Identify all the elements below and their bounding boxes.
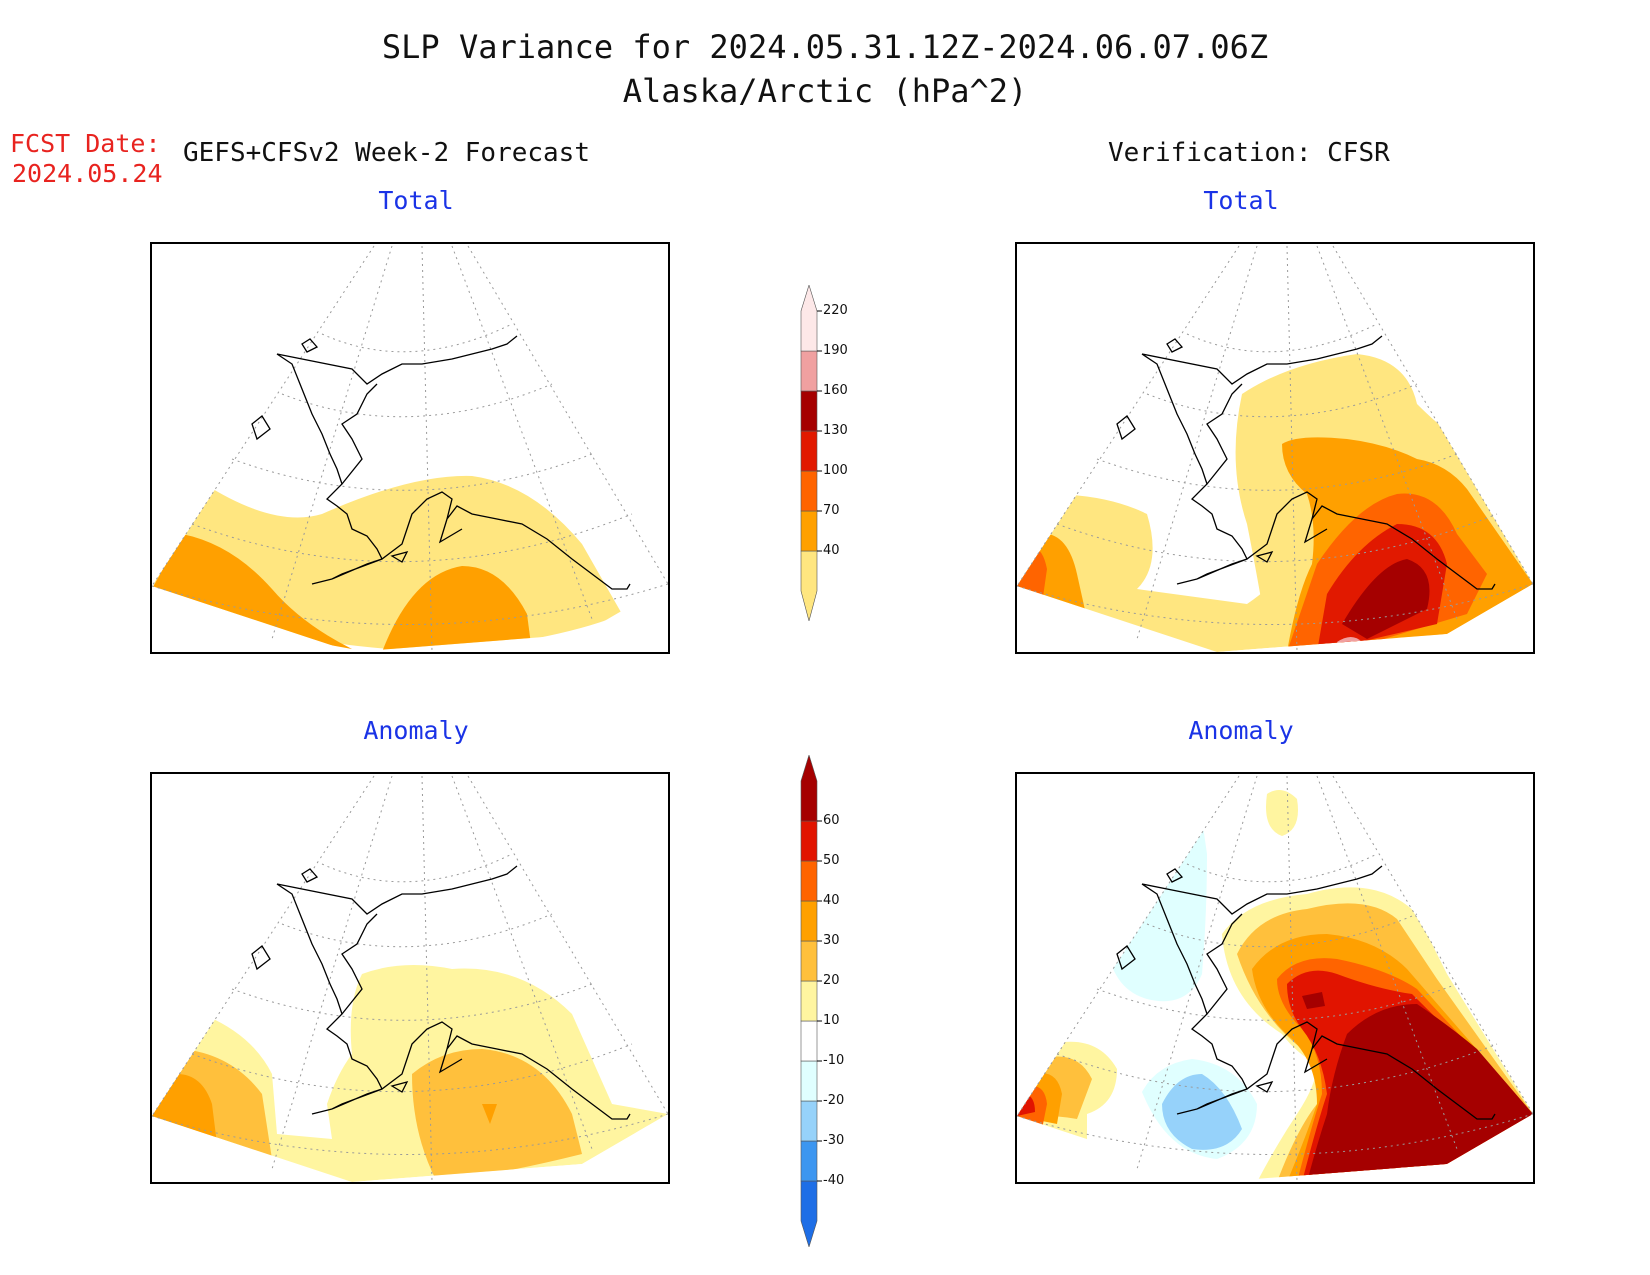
coastline	[1116, 865, 1496, 1120]
fcst-date-label: FCST Date:	[10, 129, 161, 158]
contour-160-190	[1342, 559, 1430, 639]
verification-total-map	[1015, 242, 1535, 654]
colorbar-swatch	[800, 860, 818, 902]
colorbar-level-label: 40	[823, 543, 840, 558]
colorbar-level-label: -20	[823, 1093, 845, 1108]
contour-30-40	[152, 1074, 217, 1144]
colorbar-swatch	[800, 1100, 818, 1142]
colorbar-swatch	[800, 940, 818, 982]
forecast-total-map	[150, 242, 670, 654]
contour-100-130	[1017, 548, 1047, 604]
colorbar-swatch	[800, 1060, 818, 1102]
forecast-total-title: Total	[378, 186, 454, 215]
colorbar-level-label: 220	[823, 303, 848, 318]
contour-50-60	[1017, 1094, 1035, 1116]
colorbar-swatch	[800, 900, 818, 942]
graticule	[152, 775, 668, 1182]
coastline	[1116, 335, 1496, 590]
contour-10-20	[1266, 790, 1298, 836]
coastline	[251, 865, 631, 1120]
colorbar-swatches	[800, 755, 822, 1247]
contour-70-100	[382, 566, 532, 652]
colorbar-swatch	[800, 755, 818, 822]
colorbar-level-label: 10	[823, 1013, 840, 1028]
colorbar-level-label: 20	[823, 973, 840, 988]
colorbar-level-label: -30	[823, 1133, 845, 1148]
graticule	[1017, 245, 1533, 652]
colorbar-swatch	[800, 1020, 818, 1062]
colorbar-level-label: 160	[823, 383, 848, 398]
colorbar-swatch	[800, 1180, 818, 1247]
verification-heading: Verification: CFSR	[1108, 138, 1390, 168]
colorbar-level-label: 70	[823, 503, 840, 518]
colorbar-total: 40 70 100 130 160 190 220	[795, 285, 875, 621]
colorbar-anomaly: -40 -30 -20 -10 10 20 30 40 50 60	[795, 755, 875, 1247]
colorbar-swatch	[800, 820, 818, 862]
graticule	[152, 245, 668, 652]
figure-title: SLP Variance for 2024.05.31.12Z-2024.06.…	[381, 28, 1269, 66]
verification-total-title: Total	[1203, 186, 1279, 215]
verification-anomaly-map	[1015, 772, 1535, 1184]
coastline	[251, 335, 631, 590]
colorbar-level-label: -10	[823, 1053, 845, 1068]
colorbar-level-label: 40	[823, 893, 840, 908]
colorbar-level-label: -40	[823, 1173, 845, 1188]
forecast-anomaly-title: Anomaly	[363, 716, 469, 745]
colorbar-swatch	[800, 980, 818, 1022]
colorbar-swatch	[800, 350, 818, 392]
colorbar-level-label: 130	[823, 423, 848, 438]
forecast-anomaly-map	[150, 772, 670, 1184]
colorbar-swatch	[800, 550, 818, 621]
colorbar-swatch	[800, 510, 818, 552]
colorbar-level-label: 50	[823, 853, 840, 868]
colorbar-swatch	[800, 1140, 818, 1182]
colorbar-level-label: 100	[823, 463, 848, 478]
colorbar-swatch	[800, 285, 818, 352]
forecast-heading: GEFS+CFSv2 Week-2 Forecast	[183, 138, 590, 168]
colorbar-swatch	[800, 470, 818, 512]
colorbar-level-label: 30	[823, 933, 840, 948]
figure-subtitle: Alaska/Arctic (hPa^2)	[622, 72, 1028, 110]
verification-anomaly-title: Anomaly	[1188, 716, 1294, 745]
graticule	[1017, 775, 1533, 1182]
colorbar-swatch	[800, 430, 818, 472]
contour-neg20-neg30	[1162, 1074, 1242, 1150]
contour-over-60	[1302, 992, 1325, 1009]
contour-70-100	[152, 534, 352, 649]
colorbar-swatches	[800, 285, 822, 621]
fcst-date-value: 2024.05.24	[12, 159, 163, 188]
colorbar-level-label: 190	[823, 343, 848, 358]
colorbar-level-label: 60	[823, 813, 840, 828]
colorbar-swatch	[800, 390, 818, 432]
